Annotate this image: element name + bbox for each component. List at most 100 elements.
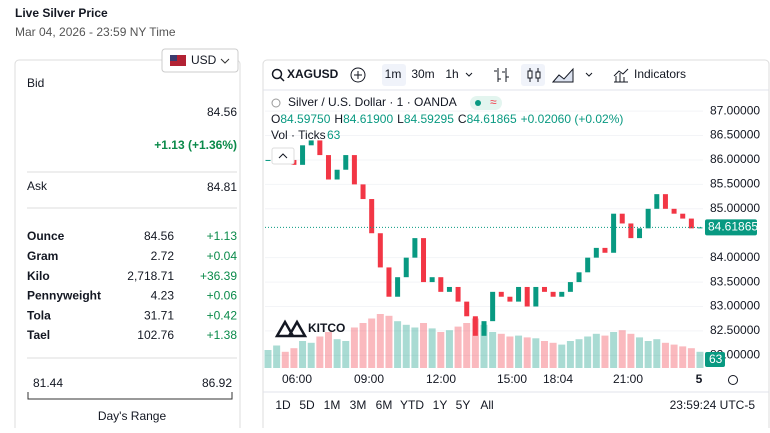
symbol-logo: [271, 98, 281, 108]
interval-selected: [382, 64, 406, 86]
chart-widget: [262, 59, 770, 433]
volume-bar: [627, 333, 635, 368]
vol-label: Vol · Ticks: [271, 128, 326, 142]
candle: [619, 213, 625, 224]
candle: [662, 194, 668, 209]
candle: [567, 282, 573, 292]
indicators[interactable]: Indicators: [634, 67, 686, 81]
collapse[interactable]: [271, 147, 295, 165]
ohlc-key: O: [271, 112, 280, 126]
volume-bar: [532, 338, 540, 368]
kitco-logo: KITCO: [308, 321, 345, 335]
interval[interactable]: 1m: [385, 67, 402, 81]
volume-bar: [342, 341, 350, 368]
candle-icon: [535, 71, 541, 79]
period[interactable]: 1M: [324, 398, 341, 412]
period[interactable]: 1Y: [433, 398, 448, 412]
volume-bar: [463, 323, 471, 368]
interval[interactable]: 1h: [445, 67, 458, 81]
toolbar-icons: [494, 64, 629, 86]
unit-change: +0.06: [207, 289, 238, 303]
volume-bar: [696, 351, 704, 368]
volume-bar: [454, 326, 462, 368]
volume-bar: [333, 339, 341, 368]
period[interactable]: 5Y: [456, 398, 471, 412]
x-tick-label: 15:00: [497, 372, 527, 386]
unit-price: 4.23: [151, 289, 175, 303]
status-pill: [470, 96, 502, 110]
volume-bar: [316, 336, 324, 368]
period[interactable]: 5D: [299, 398, 315, 412]
candle: [593, 247, 599, 258]
settings[interactable]: [728, 375, 738, 385]
candle: [369, 199, 375, 234]
bars-icon[interactable]: [494, 68, 509, 82]
candle: [464, 301, 470, 317]
volume-bar: [618, 330, 626, 368]
area-icon[interactable]: [551, 67, 574, 83]
currency-select[interactable]: [161, 48, 239, 73]
candle: [351, 155, 357, 185]
candle: [637, 228, 643, 239]
symbol[interactable]: XAGUSD: [287, 67, 339, 81]
chevron[interactable]: [585, 72, 593, 77]
candle: [524, 286, 530, 307]
ask-label: Ask: [27, 179, 48, 193]
interval[interactable]: 30m: [411, 67, 434, 81]
volume-bar: [471, 318, 479, 368]
volume-bar: [584, 336, 592, 368]
title: Live Silver Price: [15, 6, 108, 20]
add-symbol[interactable]: [350, 67, 366, 83]
period[interactable]: 3M: [350, 398, 367, 412]
ohlc-key: L: [397, 112, 404, 126]
date: Mar 04, 2026 - 23:59 NY Time: [15, 25, 176, 39]
unit-name: Ounce: [27, 229, 65, 243]
volume-bar: [281, 351, 289, 368]
period[interactable]: All: [480, 398, 493, 412]
volume-bar: [592, 333, 600, 368]
search-icon[interactable]: [271, 68, 283, 80]
volume-bar: [359, 323, 367, 368]
candle: [585, 257, 591, 273]
unit-name: Tola: [27, 308, 51, 322]
y-tick-label: 87.00000: [710, 103, 760, 117]
volume-bar: [299, 341, 307, 368]
y-tick-label: 86.50000: [710, 128, 760, 142]
y-tick-label: 86.00000: [710, 152, 760, 166]
x-tick-label: 12:00: [426, 372, 456, 386]
volume-bar: [679, 346, 687, 368]
unit-price: 2,718.71: [127, 269, 174, 283]
period[interactable]: 1D: [275, 398, 291, 412]
vol-tag-label: 63: [709, 352, 723, 366]
ohlc-value: 84.61865: [467, 112, 517, 126]
candle: [490, 291, 496, 322]
volume-bar: [497, 333, 505, 368]
volume-bar: [575, 339, 583, 368]
candle: [688, 218, 694, 229]
vol-tag: [705, 352, 725, 367]
y-tick-label: 84.00000: [710, 250, 760, 264]
unit-name: Gram: [27, 249, 58, 263]
x-tick-label: 09:00: [354, 372, 384, 386]
candle: [472, 316, 478, 336]
candle: [438, 277, 444, 292]
volume-bar: [566, 341, 574, 368]
volume-bar: [368, 318, 376, 368]
candle: [325, 155, 331, 180]
unit-change: +36.39: [200, 269, 237, 283]
unit-price: 84.56: [144, 229, 174, 243]
candle: [395, 277, 401, 297]
candle: [645, 208, 651, 229]
unit-price: 102.76: [137, 328, 174, 342]
range-bracket: [27, 392, 233, 400]
ohlc-key: C: [458, 112, 467, 126]
y-tick-label: 83.00000: [710, 299, 760, 313]
bid-change: +1.13 (+1.36%): [154, 138, 237, 152]
period[interactable]: 6M: [376, 398, 393, 412]
flag: [170, 55, 186, 66]
volume-bar: [290, 348, 298, 368]
chevron: [465, 72, 473, 77]
period[interactable]: YTD: [400, 398, 424, 412]
unit-change: +0.42: [207, 308, 238, 322]
indicators-icon[interactable]: [613, 68, 629, 83]
